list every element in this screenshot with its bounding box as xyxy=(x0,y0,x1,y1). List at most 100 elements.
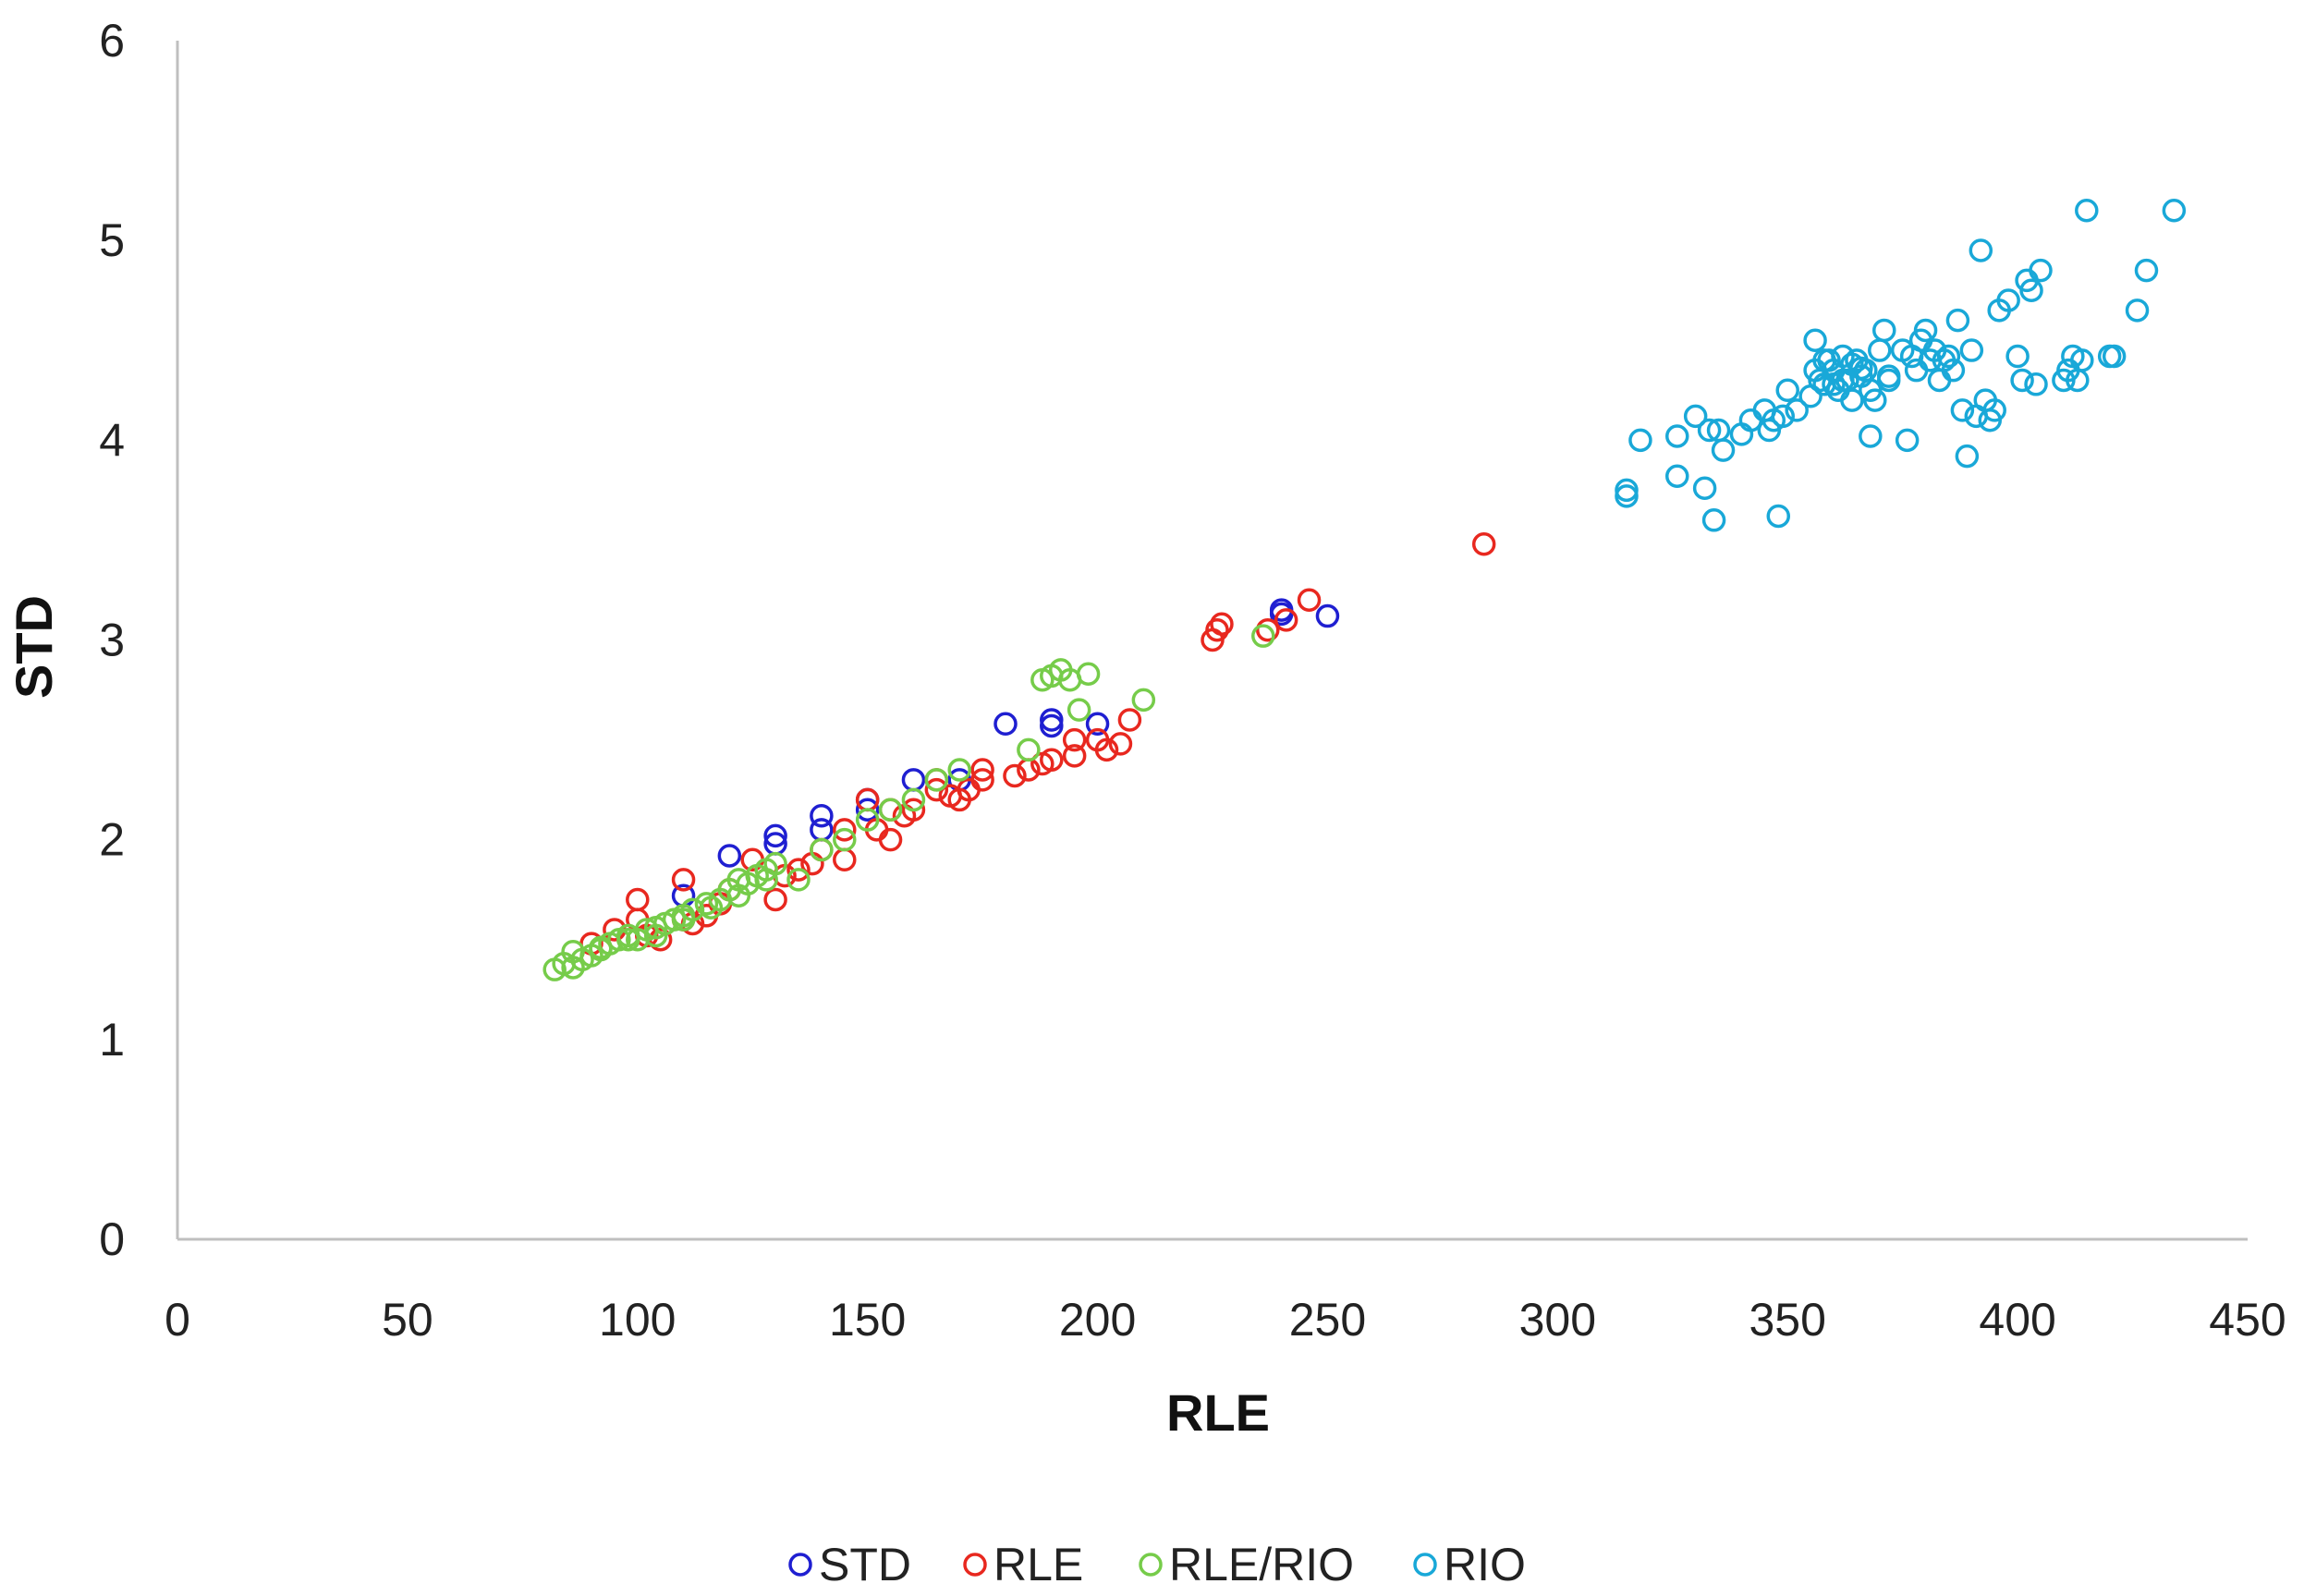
point-rio xyxy=(1941,358,1966,383)
point-rle xyxy=(1274,608,1298,632)
y-tick-label: 3 xyxy=(99,615,125,666)
point-rio xyxy=(1950,398,1975,422)
axes xyxy=(176,41,2248,1241)
point-std xyxy=(855,798,880,822)
point-rio xyxy=(1849,356,1873,381)
y-tick-label: 6 xyxy=(99,15,125,67)
point-rio xyxy=(1665,424,1689,448)
point-rle-rio xyxy=(1017,737,1041,762)
point-rle xyxy=(786,858,811,882)
point-rio xyxy=(2162,198,2187,223)
point-rio xyxy=(1872,318,1896,343)
x-tick-label: 150 xyxy=(829,1294,906,1346)
legend-label-rio: RIO xyxy=(1444,1539,1526,1590)
point-rio xyxy=(1945,308,1970,333)
point-rio xyxy=(1683,404,1708,429)
point-rle-rio xyxy=(699,895,724,920)
point-rle-rio xyxy=(726,883,751,908)
point-std xyxy=(763,823,787,848)
point-rle xyxy=(1108,732,1133,756)
point-rio xyxy=(1692,476,1717,500)
point-rio xyxy=(1927,368,1952,393)
point-rio xyxy=(1913,318,1938,343)
point-rio xyxy=(2102,344,2127,369)
point-rio xyxy=(1771,404,1795,429)
x-tick-label: 250 xyxy=(1289,1294,1366,1346)
point-rio xyxy=(1959,338,1984,362)
point-rle-rio xyxy=(947,758,971,782)
point-rio xyxy=(1936,344,1961,369)
y-axis-title: STD xyxy=(5,595,63,699)
x-tick-label: 450 xyxy=(2209,1294,2286,1346)
point-rle-rio xyxy=(855,808,880,832)
x-tick-label: 50 xyxy=(382,1294,433,1346)
point-rle xyxy=(878,827,903,852)
point-rio xyxy=(1803,328,1827,352)
point-rle xyxy=(1205,617,1229,642)
point-rle xyxy=(1471,531,1496,556)
point-rio xyxy=(1996,288,2020,312)
point-rio xyxy=(1711,438,1736,462)
x-tick-label: 300 xyxy=(1519,1294,1596,1346)
point-rle xyxy=(833,818,857,842)
point-rio xyxy=(1615,478,1639,503)
legend-marker-std xyxy=(788,1553,812,1577)
point-std xyxy=(717,844,742,868)
x-tick-label: 350 xyxy=(1749,1294,1826,1346)
point-rle-rio xyxy=(901,787,926,812)
point-rio xyxy=(1628,428,1652,453)
x-tick-label: 100 xyxy=(599,1294,676,1346)
point-rle xyxy=(1062,727,1087,752)
point-rle xyxy=(1094,737,1119,762)
y-tick-label: 4 xyxy=(99,414,125,466)
x-tick-label: 400 xyxy=(1979,1294,2055,1346)
point-rle xyxy=(1255,617,1280,642)
x-tick-labels: 0 50 100 150 200 250 300 350 400 450 xyxy=(165,1294,2286,1346)
point-rio xyxy=(2070,348,2094,372)
point-rio xyxy=(1831,368,1855,393)
y-tick-label: 2 xyxy=(99,814,125,866)
point-rio xyxy=(1982,398,2006,422)
point-rio xyxy=(1955,444,1980,469)
point-rio xyxy=(1868,338,1892,362)
point-std xyxy=(1040,708,1064,732)
point-rio xyxy=(1697,418,1722,443)
legend-label-rle-rio: RLE/RIO xyxy=(1169,1539,1354,1590)
point-rle xyxy=(833,847,857,872)
legend-marker-rle xyxy=(963,1553,987,1577)
point-rle-rio xyxy=(1067,698,1091,722)
point-rio xyxy=(2125,298,2150,323)
legend-label-std: STD xyxy=(819,1539,911,1590)
point-std xyxy=(1040,713,1064,738)
point-rle-rio xyxy=(694,892,719,916)
point-rio xyxy=(1701,508,1726,532)
point-rio xyxy=(1840,388,1864,412)
point-rio xyxy=(2019,278,2043,302)
point-rle xyxy=(1210,612,1234,636)
legend: STD RLE RLE/RIO RIO xyxy=(788,1539,1526,1590)
point-rle-rio xyxy=(589,935,613,960)
point-rio xyxy=(1904,358,1929,383)
point-rle-rio xyxy=(643,923,668,948)
point-rle xyxy=(671,868,696,892)
point-rio xyxy=(2005,344,2030,369)
point-rio xyxy=(1969,238,1993,262)
point-rle-rio xyxy=(810,837,834,862)
point-rio xyxy=(1812,348,1836,372)
point-std xyxy=(1085,712,1110,737)
point-rle-rio xyxy=(616,928,640,952)
point-rle xyxy=(1030,751,1054,776)
point-std xyxy=(810,818,834,842)
point-rio xyxy=(1859,424,1883,448)
y-tick-labels: 0 1 2 3 4 5 6 xyxy=(99,15,125,1265)
x-tick-label: 0 xyxy=(165,1294,190,1346)
point-std xyxy=(901,768,926,792)
point-rle xyxy=(1003,763,1027,788)
point-rle-rio xyxy=(878,798,903,822)
point-rle xyxy=(1117,708,1142,732)
point-rio xyxy=(1895,428,1920,453)
point-rio xyxy=(2010,368,2034,393)
point-rle-rio xyxy=(671,908,696,932)
point-rio xyxy=(2075,198,2099,223)
